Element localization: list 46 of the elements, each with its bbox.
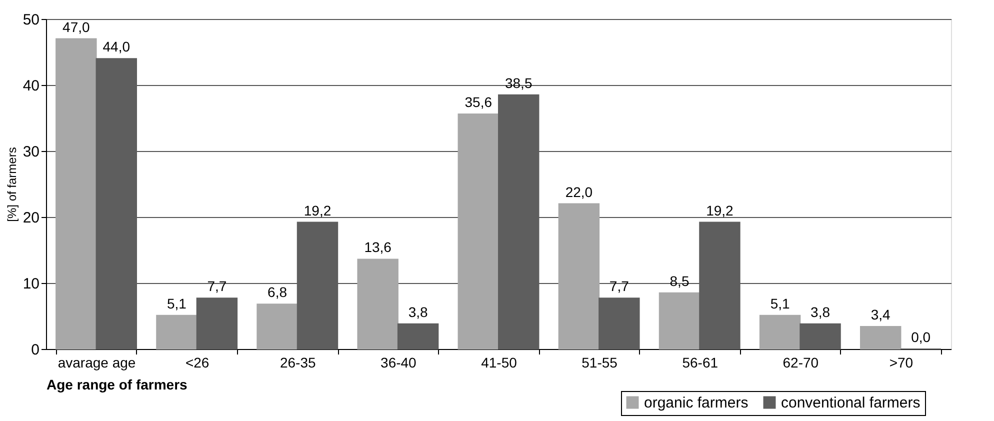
x-axis-title: Age range of farmers bbox=[46, 376, 188, 392]
data-label: 5,1 bbox=[770, 295, 790, 312]
bar bbox=[397, 323, 439, 350]
data-label: 35,6 bbox=[464, 94, 492, 110]
bar bbox=[458, 114, 499, 350]
data-label: 3,8 bbox=[810, 304, 830, 320]
y-tick-label: 40 bbox=[22, 78, 40, 94]
x-tick-label: <26 bbox=[185, 354, 210, 370]
data-label: 47,0 bbox=[62, 18, 90, 35]
bar bbox=[598, 298, 640, 350]
y-axis-title: [%] of farmers bbox=[4, 147, 19, 222]
bar bbox=[256, 304, 298, 350]
bar bbox=[558, 203, 600, 350]
data-label: 44,0 bbox=[102, 38, 130, 55]
bar bbox=[156, 314, 198, 350]
y-tick-label: 30 bbox=[22, 144, 40, 160]
x-tick-label: 41-50 bbox=[481, 354, 518, 370]
bar bbox=[759, 314, 801, 350]
x-tick-label: 36-40 bbox=[380, 354, 417, 370]
legend-label: organic farmers bbox=[644, 394, 748, 412]
legend-label: conventional farmers bbox=[781, 394, 920, 412]
y-tick-label: 20 bbox=[22, 210, 40, 226]
data-label: 19,2 bbox=[304, 202, 332, 218]
bar bbox=[860, 326, 902, 350]
data-label: 0,0 bbox=[911, 329, 931, 345]
bar bbox=[800, 323, 841, 350]
x-tick-label: avarage age bbox=[58, 354, 136, 370]
data-label: 13,6 bbox=[364, 239, 392, 256]
data-label: 5,1 bbox=[166, 295, 187, 312]
bar bbox=[56, 38, 97, 350]
y-tick-label: 0 bbox=[31, 342, 40, 358]
x-tick-label: 51-55 bbox=[582, 354, 618, 370]
data-label: 3,4 bbox=[870, 306, 891, 323]
x-tick-label: 56-61 bbox=[682, 354, 718, 370]
x-tick-label: >70 bbox=[889, 354, 914, 370]
data-label: 22,0 bbox=[565, 184, 593, 200]
y-tick-label: 50 bbox=[22, 12, 40, 28]
bar bbox=[658, 292, 700, 350]
x-tick-label: 26-35 bbox=[280, 354, 316, 370]
y-tick-label: 10 bbox=[22, 276, 40, 292]
bar bbox=[357, 258, 398, 350]
data-label: 19,2 bbox=[706, 202, 734, 218]
data-label: 6,8 bbox=[268, 284, 288, 300]
bar bbox=[196, 298, 238, 350]
x-tick-label: 62-70 bbox=[782, 354, 819, 370]
data-label: 3,8 bbox=[408, 304, 428, 320]
